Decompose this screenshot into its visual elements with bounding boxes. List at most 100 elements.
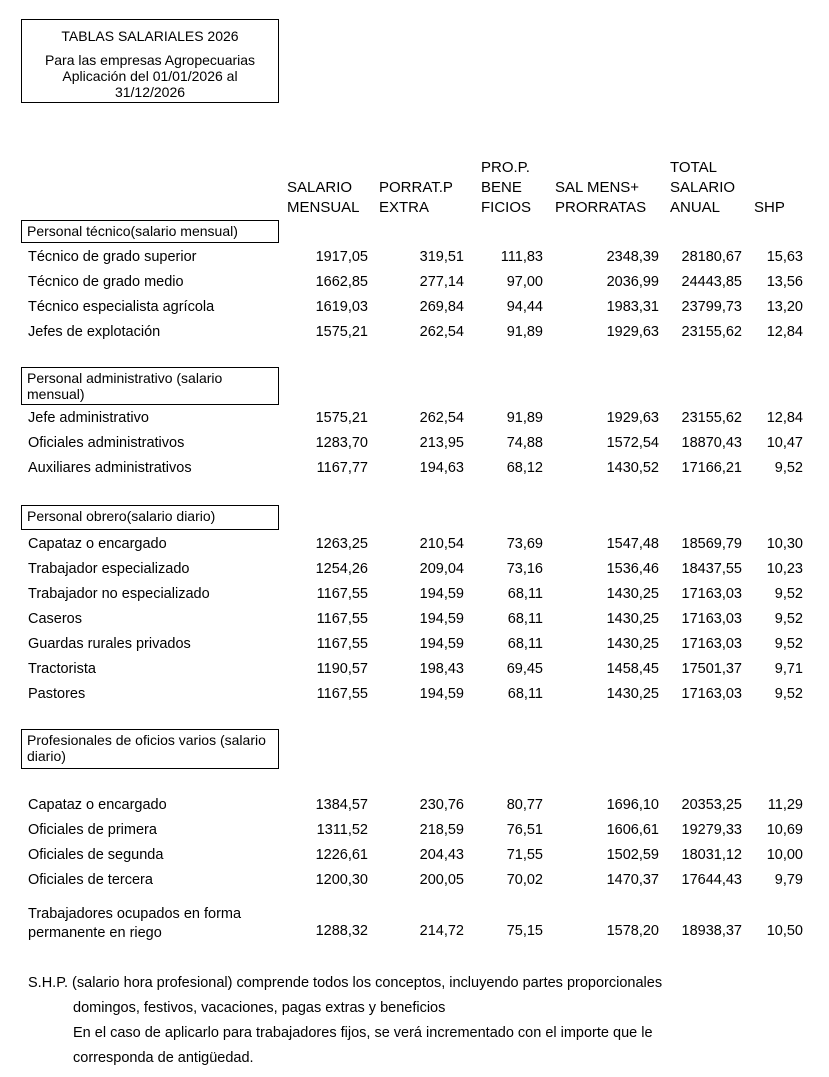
porrat-extra-cell: 262,54 bbox=[419, 410, 464, 426]
sal-mens-prorratas-cell: 1536,46 bbox=[606, 561, 659, 577]
porrat-extra-cell: 194,59 bbox=[419, 611, 464, 627]
table-row: Trabajadores ocupados en forma permanente… bbox=[0, 905, 829, 945]
salario-mensual-cell: 1311,52 bbox=[316, 822, 368, 838]
row-label: Trabajador especializado bbox=[28, 561, 190, 577]
footnote-line: domingos, festivos, vacaciones, pagas ex… bbox=[73, 1000, 446, 1016]
table-row: Pastores 1167,55 194,59 68,11 1430,25 17163,0… bbox=[0, 686, 829, 708]
row-label: Trabajador no especializado bbox=[28, 586, 210, 602]
total-salario-anual-cell: 28180,67 bbox=[681, 249, 742, 265]
prop-beneficios-cell: 111,83 bbox=[500, 249, 543, 265]
table-row: Técnico de grado superior 1917,05 319,51 11… bbox=[0, 249, 829, 271]
salario-mensual-cell: 1575,21 bbox=[315, 410, 368, 426]
shp-cell: 13,56 bbox=[766, 274, 803, 290]
shp-cell: 9,71 bbox=[774, 661, 803, 677]
shp-cell: 12,84 bbox=[766, 410, 803, 426]
table-row: Técnico especialista agrícola 1619,03 269,… bbox=[0, 299, 829, 321]
total-salario-anual-cell: 23155,62 bbox=[681, 410, 742, 426]
row-label: Oficiales de segunda bbox=[28, 847, 164, 863]
table-row: Caseros 1167,55 194,59 68,11 1430,25 17163,03… bbox=[0, 611, 829, 633]
row-label: Guardas rurales privados bbox=[28, 636, 191, 652]
total-salario-anual-cell: 17644,43 bbox=[681, 872, 742, 888]
prop-beneficios-cell: 76,51 bbox=[506, 822, 543, 838]
section-title: Profesionales de oficios varios (salario… bbox=[21, 729, 279, 769]
salario-mensual-cell: 1200,30 bbox=[315, 872, 368, 888]
prop-beneficios-cell: 97,00 bbox=[506, 274, 543, 290]
shp-cell: 9,52 bbox=[774, 611, 803, 627]
total-salario-anual-cell: 18031,12 bbox=[681, 847, 742, 863]
table-row: Guardas rurales privados 1167,55 194,59 68,… bbox=[0, 636, 829, 658]
porrat-extra-cell: 262,54 bbox=[419, 324, 464, 340]
shp-cell: 10,00 bbox=[766, 847, 803, 863]
salario-mensual-cell: 1167,55 bbox=[316, 636, 368, 652]
shp-cell: 12,84 bbox=[766, 324, 803, 340]
salario-mensual-cell: 1384,57 bbox=[315, 797, 368, 813]
total-salario-anual-cell: 17501,37 bbox=[681, 661, 742, 677]
shp-cell: 15,63 bbox=[766, 249, 803, 265]
header-prop-beneficios: PRO.P. BENE FICIOS bbox=[481, 159, 532, 216]
porrat-extra-cell: 200,05 bbox=[419, 872, 464, 888]
row-label: Capataz o encargado bbox=[28, 797, 167, 813]
table-row: Oficiales administrativos 1283,70 213,95 74… bbox=[0, 435, 829, 457]
salario-mensual-cell: 1167,55 bbox=[316, 586, 368, 602]
shp-cell: 13,20 bbox=[766, 299, 803, 315]
porrat-extra-cell: 209,04 bbox=[419, 561, 464, 577]
porrat-extra-cell: 198,43 bbox=[419, 661, 464, 677]
row-label-line: permanente en riego bbox=[28, 925, 162, 941]
porrat-extra-cell: 194,59 bbox=[419, 636, 464, 652]
row-label: Jefe administrativo bbox=[28, 410, 149, 426]
footnote-line: S.H.P. (salario hora profesional) compre… bbox=[28, 975, 663, 991]
prop-beneficios-cell: 80,77 bbox=[506, 797, 543, 813]
prop-beneficios-cell: 68,11 bbox=[507, 611, 543, 627]
total-salario-anual-cell: 18569,79 bbox=[681, 536, 742, 552]
header-porrat-extra: PORRAT.P EXTRA bbox=[379, 179, 453, 216]
total-salario-anual-cell: 17163,03 bbox=[681, 586, 742, 602]
prop-beneficios-cell: 74,88 bbox=[506, 435, 543, 451]
total-salario-anual-cell: 18437,55 bbox=[681, 561, 742, 577]
header-total-salario-anual: TOTAL SALARIO ANUAL bbox=[670, 159, 736, 216]
table-row: Jefe administrativo 1575,21 262,54 91,89 192… bbox=[0, 410, 829, 432]
sal-mens-prorratas-cell: 1547,48 bbox=[606, 536, 659, 552]
row-label: Pastores bbox=[28, 686, 86, 702]
prop-beneficios-cell: 68,11 bbox=[507, 636, 543, 652]
salario-mensual-cell: 1917,05 bbox=[315, 249, 368, 265]
salario-mensual-cell: 1167,55 bbox=[316, 686, 368, 702]
sal-mens-prorratas-cell: 1696,10 bbox=[606, 797, 659, 813]
row-label: Oficiales de tercera bbox=[28, 872, 153, 888]
sal-mens-prorratas-cell: 2036,99 bbox=[606, 274, 659, 290]
porrat-extra-cell: 218,59 bbox=[419, 822, 464, 838]
title-box: TABLAS SALARIALES 2026 Para las empresas… bbox=[21, 19, 279, 103]
total-salario-anual-cell: 18870,43 bbox=[681, 435, 742, 451]
porrat-extra-cell: 194,63 bbox=[419, 460, 464, 476]
shp-cell: 9,52 bbox=[774, 636, 803, 652]
salario-mensual-cell: 1263,25 bbox=[315, 536, 368, 552]
shp-cell: 9,52 bbox=[774, 686, 803, 702]
section-title: Personal administrativo (salario mensual… bbox=[21, 367, 279, 405]
row-label-line: Trabajadores ocupados en forma bbox=[28, 906, 242, 922]
salario-mensual-cell: 1190,57 bbox=[316, 661, 368, 677]
table-row: Trabajador especializado 1254,26 209,04 73,… bbox=[0, 561, 829, 583]
total-salario-anual-cell: 19279,33 bbox=[681, 822, 742, 838]
document-title: TABLAS SALARIALES 2026 bbox=[61, 28, 239, 44]
shp-cell: 10,30 bbox=[766, 536, 803, 552]
table-row: Técnico de grado medio 1662,85 277,14 97,00… bbox=[0, 274, 829, 296]
sal-mens-prorratas-cell: 1470,37 bbox=[606, 872, 659, 888]
sal-mens-prorratas-cell: 1606,61 bbox=[606, 822, 659, 838]
title-subtitle-2: Aplicación del 01/01/2026 al bbox=[62, 68, 238, 84]
total-salario-anual-cell: 17166,21 bbox=[681, 460, 742, 476]
porrat-extra-cell: 210,54 bbox=[419, 536, 464, 552]
sal-mens-prorratas-cell: 1430,25 bbox=[606, 611, 659, 627]
table-row: Oficiales de segunda 1226,61 204,43 71,55 15… bbox=[0, 847, 829, 869]
total-salario-anual-cell: 23799,73 bbox=[681, 299, 742, 315]
salario-mensual-cell: 1283,70 bbox=[315, 435, 368, 451]
prop-beneficios-cell: 75,15 bbox=[506, 923, 543, 939]
shp-cell: 9,52 bbox=[774, 586, 803, 602]
total-salario-anual-cell: 17163,03 bbox=[681, 636, 742, 652]
sal-mens-prorratas-cell: 1430,25 bbox=[606, 586, 659, 602]
salario-mensual-cell: 1619,03 bbox=[315, 299, 368, 315]
prop-beneficios-cell: 68,11 bbox=[507, 686, 543, 702]
prop-beneficios-cell: 91,89 bbox=[506, 410, 543, 426]
row-label: Jefes de explotación bbox=[28, 324, 161, 340]
salario-mensual-cell: 1254,26 bbox=[315, 561, 368, 577]
porrat-extra-cell: 213,95 bbox=[419, 435, 464, 451]
salario-mensual-cell: 1167,55 bbox=[316, 611, 368, 627]
